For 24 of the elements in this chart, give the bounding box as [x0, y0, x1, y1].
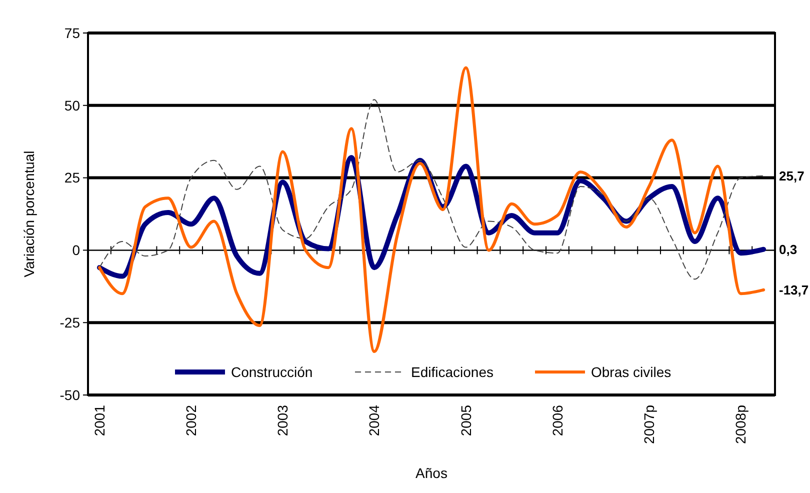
x-tick-label: 2008p — [732, 404, 749, 444]
y-tick-label: 50 — [64, 97, 80, 114]
x-tick-label: 2006 — [549, 404, 566, 436]
y-axis-title: Variación porcentual — [21, 150, 37, 278]
x-tick-label: 2005 — [458, 404, 474, 436]
legend-label: Edificaciones — [411, 364, 494, 380]
x-tick-label: 2001 — [91, 404, 108, 436]
x-tick-label: 2007p — [640, 404, 657, 444]
x-tick-label: 2002 — [182, 404, 199, 436]
y-tick-label: -25 — [60, 314, 80, 330]
legend-label: Obras civiles — [591, 364, 672, 380]
line-series — [98, 99, 764, 280]
x-tick-label: 2003 — [274, 404, 291, 436]
y-tick-label: 0 — [72, 242, 80, 258]
y-tick-label: 75 — [64, 24, 80, 41]
x-axis-title: Años — [416, 465, 448, 481]
data-label: -13,7 — [779, 282, 809, 298]
y-tick-label: -50 — [60, 386, 80, 403]
line-series — [98, 66, 766, 354]
x-tick-label: 2004 — [366, 404, 382, 436]
y-tick-label: 25 — [64, 170, 80, 186]
legend-label: Construcción — [231, 364, 313, 380]
data-label: 25,7 — [779, 168, 804, 184]
data-label: 0,3 — [779, 242, 798, 257]
